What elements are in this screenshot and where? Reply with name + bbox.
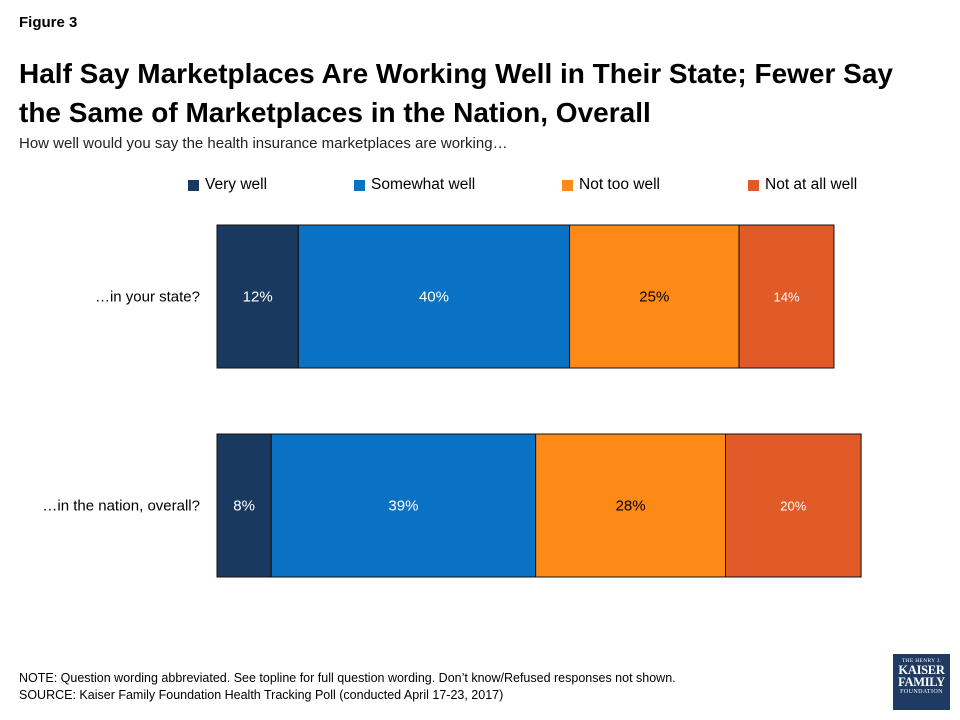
bar-segment	[535, 433, 726, 578]
logo-foundation: FOUNDATION	[900, 689, 943, 695]
bar-segment	[216, 433, 272, 578]
legend-item-not-at-all-well: Not at all well	[748, 176, 857, 194]
legend-label: Very well	[205, 176, 268, 193]
bar-segment	[297, 224, 571, 369]
legend-label: Somewhat well	[371, 176, 476, 193]
bar-segment	[569, 224, 740, 369]
legend-item-very-well: Very well	[188, 176, 267, 194]
category-label: …in the nation, overall?	[42, 498, 200, 515]
kff-logo: THE HENRY J. KAISER FAMILY FOUNDATION	[893, 654, 950, 710]
logo-kaiser: KAISER	[898, 663, 945, 677]
bar-segment	[216, 224, 299, 369]
data-label: 40%	[419, 289, 449, 306]
legend-label: Not too well	[579, 176, 660, 193]
logo-top-line: THE HENRY J.	[902, 658, 941, 664]
bar-segment	[738, 224, 835, 369]
note-text: NOTE: Question wording abbreviated. See …	[19, 671, 676, 685]
legend-swatch	[748, 179, 759, 191]
data-label: 20%	[780, 499, 806, 514]
legend-item-somewhat-well: Somewhat well	[354, 176, 475, 194]
legend-swatch	[354, 179, 365, 191]
source-text: SOURCE: Kaiser Family Foundation Health …	[19, 688, 504, 702]
legend-label: Not at all well	[765, 176, 858, 193]
data-label: 39%	[388, 498, 418, 515]
data-label: 28%	[616, 498, 646, 515]
logo-family: FAMILY	[898, 675, 945, 689]
data-label: 25%	[639, 289, 669, 306]
chart-legend: Very well Somewhat well Not too well Not…	[0, 176, 960, 196]
category-label: …in your state?	[95, 289, 200, 306]
legend-swatch	[188, 179, 199, 191]
data-label: 8%	[233, 498, 255, 515]
chart-notes: NOTE: Question wording abbreviated. See …	[19, 670, 676, 704]
data-label: 14%	[774, 290, 800, 305]
legend-item-not-too-well: Not too well	[562, 176, 660, 194]
bar-segment	[725, 433, 862, 578]
bar-segment	[270, 433, 537, 578]
chart-subtitle: How well would you say the health insura…	[19, 135, 508, 152]
stacked-bar-chart: …in your state? 12% 40% 25% 14% …in the natio…	[42, 224, 862, 578]
chart-title: Half Say Marketplaces Are Working Well i…	[19, 58, 894, 128]
legend-swatch	[562, 179, 573, 191]
data-label: 12%	[243, 289, 273, 306]
figure-label: Figure 3	[19, 14, 78, 31]
